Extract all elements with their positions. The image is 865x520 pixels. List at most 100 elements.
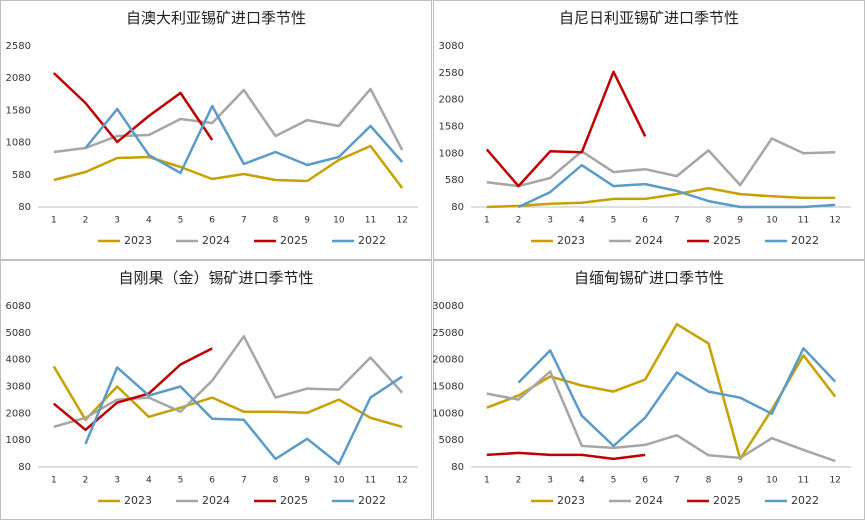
legend-label: 2025 xyxy=(713,234,741,247)
legend-label: 2025 xyxy=(280,494,308,507)
legend-label: 2022 xyxy=(358,234,386,247)
x-tick-label: 4 xyxy=(579,216,585,226)
chart-panel: 自刚果（金）锡矿进口季节性 80 1080 2080 3080 4080 5080 6080 1… xyxy=(0,260,432,520)
x-tick-label: 5 xyxy=(178,216,184,226)
legend-label: 2024 xyxy=(202,494,230,507)
x-tick-label: 10 xyxy=(333,476,345,486)
series-line xyxy=(517,347,837,448)
x-tick-label: 2 xyxy=(83,476,89,486)
x-tick-label: 3 xyxy=(547,216,553,226)
x-tick-label: 11 xyxy=(798,216,809,226)
x-tick-label: 3 xyxy=(114,476,120,486)
chart-panel: 自缅甸锡矿进口季节性 80 5080 10080 15080 20080 25080 3008… xyxy=(432,260,865,520)
y-tick-label: 2080 xyxy=(6,73,31,84)
x-tick-label: 1 xyxy=(51,476,57,486)
panel-border xyxy=(433,260,865,520)
chart-title: 自尼日利亚锡矿进口季节性 xyxy=(559,9,739,27)
x-tick-label: 1 xyxy=(484,216,490,226)
y-tick-label: 1580 xyxy=(439,122,464,133)
x-tick-label: 12 xyxy=(829,216,840,226)
legend-label: 2022 xyxy=(791,494,819,507)
legend-label: 2025 xyxy=(713,494,741,507)
series-line xyxy=(53,144,404,189)
y-tick-label: 1080 xyxy=(6,435,31,446)
x-tick-label: 10 xyxy=(766,216,778,226)
series-line xyxy=(486,137,836,188)
x-tick-label: 12 xyxy=(396,216,407,226)
y-tick-label: 1080 xyxy=(439,148,464,159)
legend-label: 2024 xyxy=(635,234,663,247)
x-tick-label: 6 xyxy=(209,216,215,226)
series-line xyxy=(486,370,836,463)
series-line xyxy=(84,104,404,175)
x-tick-label: 5 xyxy=(611,476,617,486)
x-tick-label: 2 xyxy=(516,476,522,486)
legend-label: 2024 xyxy=(202,234,230,247)
y-tick-label: 2080 xyxy=(439,95,464,106)
x-tick-label: 5 xyxy=(611,216,617,226)
legend-label: 2023 xyxy=(124,494,152,507)
x-tick-label: 6 xyxy=(642,476,648,486)
x-tick-label: 2 xyxy=(83,216,89,226)
series-line xyxy=(84,366,403,466)
x-tick-label: 7 xyxy=(241,216,247,226)
y-tick-label: 3080 xyxy=(439,41,464,52)
legend-label: 2022 xyxy=(791,234,819,247)
x-tick-label: 3 xyxy=(547,476,553,486)
x-tick-label: 9 xyxy=(304,476,310,486)
panel-border xyxy=(0,0,432,260)
legend-label: 2022 xyxy=(358,494,386,507)
panel-border xyxy=(433,0,865,260)
y-tick-label: 5080 xyxy=(6,328,31,339)
series-line xyxy=(52,72,214,144)
y-tick-label: 80 xyxy=(18,202,31,213)
y-tick-label: 2580 xyxy=(6,41,31,52)
y-tick-label: 20080 xyxy=(432,355,464,366)
y-tick-label: 2580 xyxy=(439,68,464,79)
x-tick-label: 8 xyxy=(706,216,712,226)
x-tick-label: 12 xyxy=(396,476,407,486)
y-tick-label: 1080 xyxy=(6,138,31,149)
legend-label: 2023 xyxy=(557,234,585,247)
y-tick-label: 15080 xyxy=(432,382,464,393)
x-tick-label: 6 xyxy=(642,216,648,226)
y-tick-label: 580 xyxy=(445,175,464,186)
y-tick-label: 1580 xyxy=(6,105,31,116)
series-line xyxy=(53,87,404,154)
x-tick-label: 9 xyxy=(304,216,310,226)
y-tick-label: 4080 xyxy=(6,355,31,366)
series-line xyxy=(53,347,213,432)
x-tick-label: 9 xyxy=(737,216,743,226)
y-tick-label: 2080 xyxy=(6,408,31,419)
x-tick-label: 10 xyxy=(766,476,778,486)
x-tick-label: 11 xyxy=(365,476,376,486)
x-tick-label: 1 xyxy=(484,476,490,486)
x-tick-label: 2 xyxy=(516,216,522,226)
series-line xyxy=(517,163,836,209)
y-tick-label: 6080 xyxy=(6,301,31,312)
series-line xyxy=(486,451,646,461)
x-tick-label: 10 xyxy=(333,216,345,226)
panel-border xyxy=(0,260,432,520)
x-tick-label: 7 xyxy=(674,216,680,226)
y-tick-label: 80 xyxy=(451,202,464,213)
legend-label: 2023 xyxy=(124,234,152,247)
y-tick-label: 10080 xyxy=(432,408,464,419)
x-tick-label: 12 xyxy=(829,476,840,486)
x-tick-label: 6 xyxy=(209,476,215,486)
y-tick-label: 5080 xyxy=(439,435,464,446)
series-line xyxy=(486,186,836,209)
x-tick-label: 8 xyxy=(273,476,279,486)
y-tick-label: 3080 xyxy=(6,382,31,393)
legend-label: 2025 xyxy=(280,234,308,247)
x-tick-label: 8 xyxy=(273,216,279,226)
series-line xyxy=(52,365,403,429)
series-line xyxy=(53,335,404,429)
chart-title: 自澳大利亚锡矿进口季节性 xyxy=(126,9,306,27)
y-tick-label: 25080 xyxy=(432,328,464,339)
x-tick-label: 11 xyxy=(365,216,376,226)
series-line xyxy=(485,70,647,188)
